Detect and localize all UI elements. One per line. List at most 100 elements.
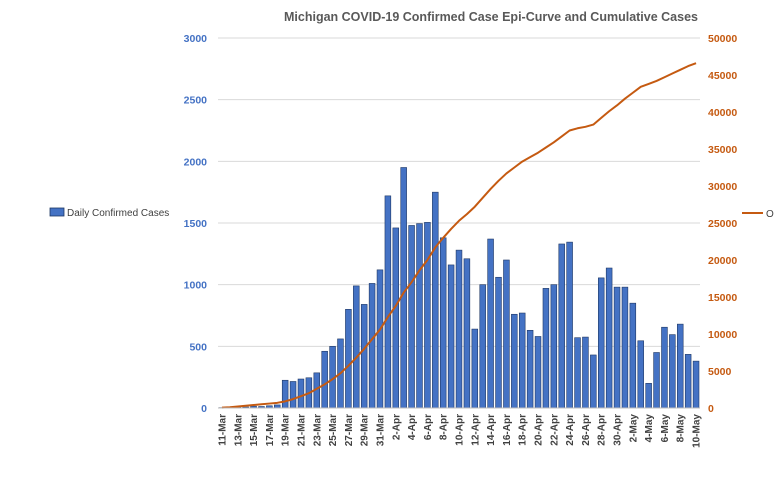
chart-title: Michigan COVID-19 Confirmed Case Epi-Cur… (284, 10, 698, 24)
bar-25-Apr (575, 338, 581, 408)
y2-tick-label: 10000 (708, 329, 737, 341)
x-tick-label: 18-Apr (518, 414, 529, 446)
bar-3-Apr (401, 168, 407, 409)
bar-24-Mar (322, 351, 328, 408)
bar-23-Apr (559, 244, 565, 408)
x-tick-label: 30-Apr (613, 414, 624, 446)
x-tick-label: 15-Mar (249, 414, 260, 446)
bar-17-Apr (511, 314, 517, 408)
bar-27-Mar (345, 309, 351, 408)
x-tick-label: 19-Mar (281, 414, 292, 446)
bar-8-Apr (440, 238, 446, 408)
bar-26-Apr (583, 337, 589, 408)
bar-19-Mar (282, 380, 288, 408)
bar-29-Apr (606, 268, 612, 408)
x-tick-label: 21-Mar (296, 414, 307, 446)
x-tick-label: 4-May (644, 414, 655, 443)
bar-15-Apr (496, 277, 502, 408)
x-tick-label: 26-Apr (581, 414, 592, 446)
x-tick-label: 27-Mar (344, 414, 355, 446)
x-tick-label: 8-May (676, 414, 687, 443)
bar-5-Apr (417, 224, 423, 408)
x-tick-label: 17-Mar (265, 414, 276, 446)
bar-28-Mar (353, 286, 359, 408)
y2-tick-label: 25000 (708, 218, 737, 230)
y2-tick-label: 0 (708, 403, 714, 415)
bar-8-May (677, 324, 683, 408)
x-tick-label: 20-Apr (534, 414, 545, 446)
x-tick-label: 29-Mar (360, 414, 371, 446)
bar-22-Apr (551, 285, 557, 408)
bar-21-Mar (298, 379, 304, 408)
y2-tick-label: 40000 (708, 107, 737, 119)
bar-30-Mar (369, 283, 375, 408)
bar-4-Apr (409, 225, 415, 408)
bar-2-Apr (393, 228, 399, 408)
x-tick-label: 13-Mar (233, 414, 244, 446)
x-tick-label: 31-Mar (375, 414, 386, 446)
x-tick-label: 10-May (692, 414, 703, 448)
y2-tick-label: 15000 (708, 292, 737, 304)
x-tick-label: 24-Apr (565, 414, 576, 446)
bar-series (219, 168, 699, 409)
y2-tick-label: 50000 (708, 33, 737, 45)
x-tick-label: 2-May (628, 414, 639, 443)
bar-20-Apr (535, 336, 541, 408)
x-tick-label: 10-Apr (455, 414, 466, 446)
legend-daily: Daily Confirmed Cases (50, 208, 169, 219)
y2-tick-label: 35000 (708, 144, 737, 156)
y-tick-label: 1000 (184, 280, 208, 292)
bar-21-Apr (543, 288, 549, 408)
x-tick-label: 14-Apr (486, 414, 497, 446)
bar-5-May (654, 353, 660, 409)
bar-9-May (685, 354, 691, 408)
bar-13-Apr (480, 285, 486, 408)
bar-11-Apr (464, 259, 470, 408)
legend-label-cumulative: O (766, 209, 774, 220)
bar-10-May (693, 361, 699, 408)
x-tick-label: 25-Mar (328, 414, 339, 446)
legend-swatch-daily (50, 208, 64, 216)
bar-12-Apr (472, 329, 478, 408)
y-tick-label: 2000 (184, 156, 208, 168)
bar-9-Apr (448, 265, 454, 408)
legend-cumulative: O (742, 209, 774, 220)
x-tick-label: 8-Apr (439, 414, 450, 440)
y-tick-label: 2500 (184, 95, 208, 107)
bar-31-Mar (377, 270, 383, 408)
bar-18-Apr (519, 313, 525, 408)
x-tick-label: 2-Apr (391, 414, 402, 440)
x-tick-label: 11-Mar (217, 414, 228, 446)
y2-tick-label: 20000 (708, 255, 737, 267)
x-tick-label: 22-Apr (549, 414, 560, 446)
bar-10-Apr (456, 250, 462, 408)
y2-tick-label: 30000 (708, 181, 737, 193)
bar-7-May (669, 335, 675, 408)
bar-24-Apr (567, 242, 573, 408)
x-tick-label: 4-Apr (407, 414, 418, 440)
bar-14-Apr (488, 239, 494, 408)
bar-6-Apr (424, 222, 430, 408)
bar-4-May (646, 383, 652, 408)
bar-1-May (622, 287, 628, 408)
x-tick-label: 23-Mar (312, 414, 323, 446)
bar-7-Apr (432, 192, 438, 408)
y-tick-label: 500 (189, 341, 207, 353)
x-tick-label: 12-Apr (470, 414, 481, 446)
bar-6-May (662, 327, 668, 408)
x-tick-label: 6-Apr (423, 414, 434, 440)
bar-27-Apr (590, 355, 596, 408)
x-tick-label: 16-Apr (502, 414, 513, 446)
bar-1-Apr (385, 196, 391, 408)
bar-19-Apr (527, 330, 533, 408)
y-tick-label: 1500 (184, 218, 208, 230)
bar-3-May (638, 341, 644, 408)
y2-tick-label: 5000 (708, 366, 732, 378)
x-tick-label: 28-Apr (597, 414, 608, 446)
legend-label-daily: Daily Confirmed Cases (67, 208, 169, 219)
bar-2-May (630, 303, 636, 408)
bar-30-Apr (614, 287, 620, 408)
y-tick-label: 0 (201, 403, 207, 415)
